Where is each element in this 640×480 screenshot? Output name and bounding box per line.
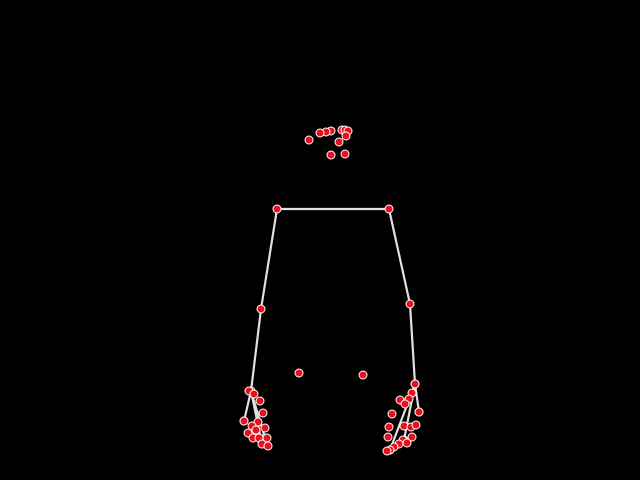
bone-lEl-lWr (408, 302, 417, 386)
joint-rSh (272, 204, 282, 214)
joint-lEl (405, 299, 415, 309)
joint-rEl (256, 304, 266, 314)
joint-left-hand-4 (400, 399, 410, 409)
bone-lWr-lThumb (413, 382, 421, 414)
skeleton-joints (239, 125, 424, 456)
joint-left-hand-9 (411, 420, 421, 430)
joint-right-hand-1 (249, 389, 259, 399)
joint-right-hand-3 (258, 408, 268, 418)
joint-left-hand-11 (383, 432, 393, 442)
joint-left-hand-0 (410, 379, 420, 389)
joint-left-hand-14 (402, 438, 412, 448)
joint-rHip (294, 368, 304, 378)
bone-rSh-rEl (259, 207, 279, 311)
joint-right-hand-2 (255, 396, 265, 406)
joint-rEyeOut (315, 128, 325, 138)
joint-mouthL (340, 149, 350, 159)
joint-left-hand-5 (387, 409, 397, 419)
joint-left-hand-18 (382, 446, 392, 456)
joint-rEar (304, 135, 314, 145)
bone-lSh-lEl (387, 207, 412, 306)
joint-right-hand-14 (251, 425, 261, 435)
joint-mouthR (326, 150, 336, 160)
joint-right-hand-12 (239, 416, 249, 426)
joint-lEar (341, 131, 351, 141)
joint-left-hand-7 (384, 422, 394, 432)
bone-rWr-rThumb (242, 389, 253, 423)
joint-left-hand-10 (414, 407, 424, 417)
joint-lSh (384, 204, 394, 214)
joint-lHip (358, 370, 368, 380)
joint-nose (334, 137, 344, 147)
joint-left-hand-13 (407, 432, 417, 442)
bone-rEl-rWr (249, 307, 263, 393)
joint-right-hand-11 (263, 441, 273, 451)
joint-right-hand-5 (260, 423, 270, 433)
